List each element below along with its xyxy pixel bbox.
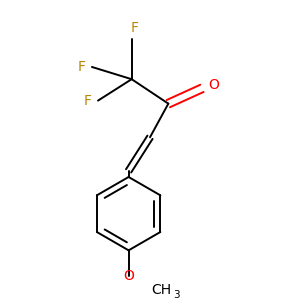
- Text: O: O: [208, 78, 219, 92]
- Text: CH: CH: [152, 283, 172, 297]
- Text: F: F: [84, 94, 92, 108]
- Text: F: F: [78, 60, 86, 74]
- Text: O: O: [123, 269, 134, 283]
- Text: 3: 3: [173, 290, 180, 300]
- Text: F: F: [131, 21, 139, 35]
